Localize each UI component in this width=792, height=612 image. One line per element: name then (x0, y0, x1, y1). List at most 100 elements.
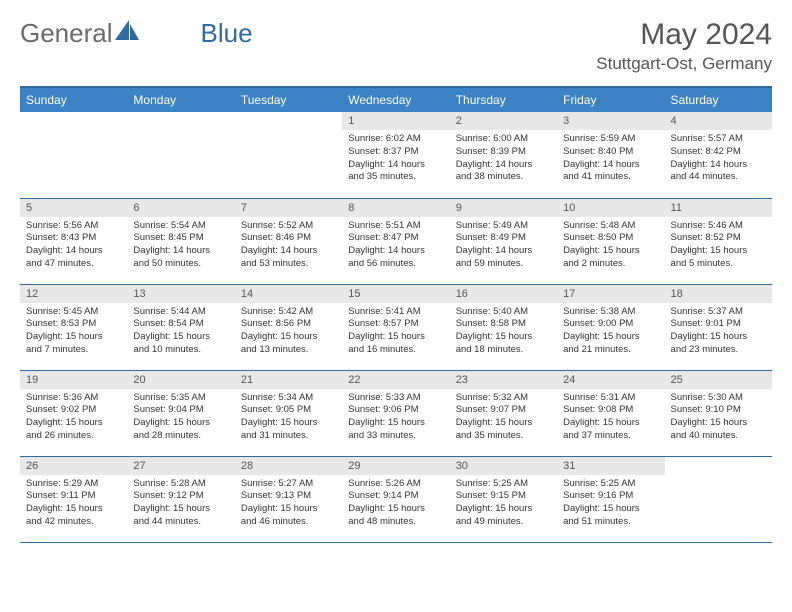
title-block: May 2024 Stuttgart-Ost, Germany (596, 18, 772, 74)
day-number: 13 (127, 285, 234, 303)
calendar-cell: 30Sunrise: 5:25 AMSunset: 9:15 PMDayligh… (450, 456, 557, 542)
calendar-cell: 26Sunrise: 5:29 AMSunset: 9:11 PMDayligh… (20, 456, 127, 542)
day-details: Sunrise: 5:59 AMSunset: 8:40 PMDaylight:… (557, 130, 664, 189)
day-details: Sunrise: 5:41 AMSunset: 8:57 PMDaylight:… (342, 303, 449, 362)
calendar-cell: 28Sunrise: 5:27 AMSunset: 9:13 PMDayligh… (235, 456, 342, 542)
calendar-cell: 14Sunrise: 5:42 AMSunset: 8:56 PMDayligh… (235, 284, 342, 370)
day-details: Sunrise: 5:48 AMSunset: 8:50 PMDaylight:… (557, 217, 664, 276)
logo: General Blue (20, 18, 253, 49)
calendar-week: 5Sunrise: 5:56 AMSunset: 8:43 PMDaylight… (20, 198, 772, 284)
day-number: 12 (20, 285, 127, 303)
day-number: 31 (557, 457, 664, 475)
day-details: Sunrise: 5:57 AMSunset: 8:42 PMDaylight:… (665, 130, 772, 189)
logo-text-blue: Blue (201, 18, 253, 49)
day-header: Saturday (665, 87, 772, 112)
day-details: Sunrise: 5:42 AMSunset: 8:56 PMDaylight:… (235, 303, 342, 362)
calendar-cell: 21Sunrise: 5:34 AMSunset: 9:05 PMDayligh… (235, 370, 342, 456)
day-details: Sunrise: 5:40 AMSunset: 8:58 PMDaylight:… (450, 303, 557, 362)
day-number: 7 (235, 199, 342, 217)
day-header: Monday (127, 87, 234, 112)
day-details: Sunrise: 5:34 AMSunset: 9:05 PMDaylight:… (235, 389, 342, 448)
day-details: Sunrise: 5:30 AMSunset: 9:10 PMDaylight:… (665, 389, 772, 448)
day-details: Sunrise: 5:29 AMSunset: 9:11 PMDaylight:… (20, 475, 127, 534)
calendar-cell (665, 456, 772, 542)
day-number: 14 (235, 285, 342, 303)
calendar-cell: 19Sunrise: 5:36 AMSunset: 9:02 PMDayligh… (20, 370, 127, 456)
calendar-week: 26Sunrise: 5:29 AMSunset: 9:11 PMDayligh… (20, 456, 772, 542)
calendar-cell: 18Sunrise: 5:37 AMSunset: 9:01 PMDayligh… (665, 284, 772, 370)
day-details: Sunrise: 5:33 AMSunset: 9:06 PMDaylight:… (342, 389, 449, 448)
day-number: 6 (127, 199, 234, 217)
day-details: Sunrise: 5:54 AMSunset: 8:45 PMDaylight:… (127, 217, 234, 276)
day-details: Sunrise: 5:31 AMSunset: 9:08 PMDaylight:… (557, 389, 664, 448)
calendar-cell: 22Sunrise: 5:33 AMSunset: 9:06 PMDayligh… (342, 370, 449, 456)
day-number: 25 (665, 371, 772, 389)
calendar-cell (20, 112, 127, 198)
calendar-cell: 4Sunrise: 5:57 AMSunset: 8:42 PMDaylight… (665, 112, 772, 198)
calendar-cell: 20Sunrise: 5:35 AMSunset: 9:04 PMDayligh… (127, 370, 234, 456)
calendar-cell: 3Sunrise: 5:59 AMSunset: 8:40 PMDaylight… (557, 112, 664, 198)
calendar-cell: 25Sunrise: 5:30 AMSunset: 9:10 PMDayligh… (665, 370, 772, 456)
day-number (20, 112, 127, 130)
day-details: Sunrise: 5:56 AMSunset: 8:43 PMDaylight:… (20, 217, 127, 276)
day-number: 30 (450, 457, 557, 475)
calendar-cell (127, 112, 234, 198)
calendar-cell: 8Sunrise: 5:51 AMSunset: 8:47 PMDaylight… (342, 198, 449, 284)
day-details: Sunrise: 5:51 AMSunset: 8:47 PMDaylight:… (342, 217, 449, 276)
calendar-cell: 12Sunrise: 5:45 AMSunset: 8:53 PMDayligh… (20, 284, 127, 370)
day-number: 20 (127, 371, 234, 389)
day-number: 24 (557, 371, 664, 389)
day-details: Sunrise: 5:28 AMSunset: 9:12 PMDaylight:… (127, 475, 234, 534)
day-number: 18 (665, 285, 772, 303)
calendar-week: 19Sunrise: 5:36 AMSunset: 9:02 PMDayligh… (20, 370, 772, 456)
calendar-cell: 9Sunrise: 5:49 AMSunset: 8:49 PMDaylight… (450, 198, 557, 284)
day-number: 15 (342, 285, 449, 303)
day-details: Sunrise: 5:36 AMSunset: 9:02 PMDaylight:… (20, 389, 127, 448)
calendar-cell: 13Sunrise: 5:44 AMSunset: 8:54 PMDayligh… (127, 284, 234, 370)
calendar-week: 12Sunrise: 5:45 AMSunset: 8:53 PMDayligh… (20, 284, 772, 370)
calendar-cell: 2Sunrise: 6:00 AMSunset: 8:39 PMDaylight… (450, 112, 557, 198)
calendar-cell: 1Sunrise: 6:02 AMSunset: 8:37 PMDaylight… (342, 112, 449, 198)
day-header: Thursday (450, 87, 557, 112)
day-details: Sunrise: 5:49 AMSunset: 8:49 PMDaylight:… (450, 217, 557, 276)
calendar-cell: 5Sunrise: 5:56 AMSunset: 8:43 PMDaylight… (20, 198, 127, 284)
day-details: Sunrise: 5:52 AMSunset: 8:46 PMDaylight:… (235, 217, 342, 276)
day-details: Sunrise: 5:44 AMSunset: 8:54 PMDaylight:… (127, 303, 234, 362)
day-details: Sunrise: 5:38 AMSunset: 9:00 PMDaylight:… (557, 303, 664, 362)
calendar-cell: 6Sunrise: 5:54 AMSunset: 8:45 PMDaylight… (127, 198, 234, 284)
calendar-cell: 11Sunrise: 5:46 AMSunset: 8:52 PMDayligh… (665, 198, 772, 284)
day-details: Sunrise: 5:26 AMSunset: 9:14 PMDaylight:… (342, 475, 449, 534)
day-details: Sunrise: 5:35 AMSunset: 9:04 PMDaylight:… (127, 389, 234, 448)
month-title: May 2024 (596, 18, 772, 52)
day-number: 21 (235, 371, 342, 389)
day-number: 1 (342, 112, 449, 130)
calendar-cell: 24Sunrise: 5:31 AMSunset: 9:08 PMDayligh… (557, 370, 664, 456)
calendar-cell: 29Sunrise: 5:26 AMSunset: 9:14 PMDayligh… (342, 456, 449, 542)
day-number: 9 (450, 199, 557, 217)
day-header: Sunday (20, 87, 127, 112)
day-number: 26 (20, 457, 127, 475)
day-number: 4 (665, 112, 772, 130)
day-number: 2 (450, 112, 557, 130)
calendar-cell (235, 112, 342, 198)
calendar-cell: 23Sunrise: 5:32 AMSunset: 9:07 PMDayligh… (450, 370, 557, 456)
day-number: 5 (20, 199, 127, 217)
calendar-cell: 27Sunrise: 5:28 AMSunset: 9:12 PMDayligh… (127, 456, 234, 542)
day-number: 11 (665, 199, 772, 217)
day-header: Tuesday (235, 87, 342, 112)
logo-text-general: General (20, 18, 113, 49)
day-number: 3 (557, 112, 664, 130)
day-number: 28 (235, 457, 342, 475)
day-number: 16 (450, 285, 557, 303)
day-number: 29 (342, 457, 449, 475)
day-header: Wednesday (342, 87, 449, 112)
day-details: Sunrise: 5:25 AMSunset: 9:15 PMDaylight:… (450, 475, 557, 534)
sail-icon (115, 18, 141, 49)
day-number: 17 (557, 285, 664, 303)
calendar-body: 1Sunrise: 6:02 AMSunset: 8:37 PMDaylight… (20, 112, 772, 542)
day-number (127, 112, 234, 130)
calendar-cell: 7Sunrise: 5:52 AMSunset: 8:46 PMDaylight… (235, 198, 342, 284)
calendar-cell: 15Sunrise: 5:41 AMSunset: 8:57 PMDayligh… (342, 284, 449, 370)
day-details: Sunrise: 5:46 AMSunset: 8:52 PMDaylight:… (665, 217, 772, 276)
day-details: Sunrise: 6:00 AMSunset: 8:39 PMDaylight:… (450, 130, 557, 189)
